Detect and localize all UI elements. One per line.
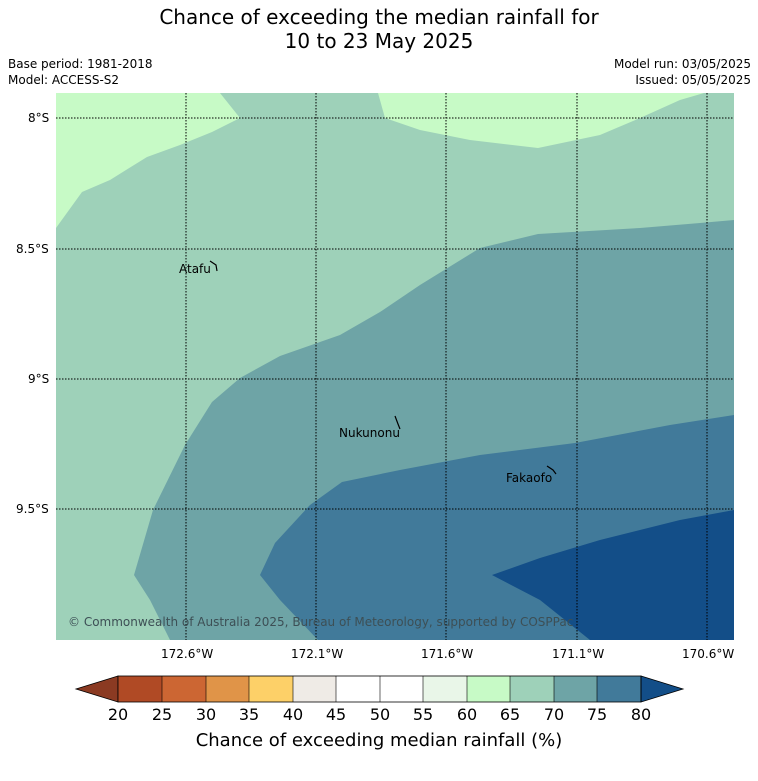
copyright-notice: © Commonwealth of Australia 2025, Bureau… — [68, 615, 574, 629]
colorbar-bin-20-25 — [118, 676, 162, 702]
issued-date: Issued: 05/05/2025 — [635, 73, 751, 87]
colorbar-title: Chance of exceeding median rainfall (%) — [195, 730, 563, 751]
lon-label-172-1w: 172.1°W — [291, 647, 344, 661]
map-title-line2: 10 to 23 May 2025 — [284, 29, 474, 53]
atafu-island — [209, 260, 218, 272]
lon-label-171-1w: 171.1°W — [552, 647, 605, 661]
colorbar-bin-50-55 — [380, 676, 423, 702]
model-run: Model run: 03/05/2025 — [613, 57, 751, 71]
lat-label-9-5s: 9.5°S — [16, 502, 49, 516]
nukunonu-island — [394, 415, 401, 430]
colorbar-bin-75-80 — [597, 676, 641, 702]
gridlines — [56, 93, 734, 640]
colorbar-tick-20: 20 — [107, 705, 129, 724]
zone-60-65-west — [56, 93, 240, 228]
colorbar-bin-40-45 — [293, 676, 336, 702]
colorbar-bin-65-70 — [510, 676, 554, 702]
colorbar-tick-55: 55 — [412, 705, 434, 724]
colorbar-bin-35-40 — [249, 676, 293, 702]
colorbar-tick-35: 35 — [238, 705, 260, 724]
fakaofo-island — [546, 465, 557, 475]
colorbar-tick-60: 60 — [456, 705, 478, 724]
contour-layers — [56, 93, 734, 640]
colorbar-tick-30: 30 — [195, 705, 217, 724]
colorbar-bin-70-75 — [554, 676, 597, 702]
zone-60-65-north — [378, 93, 734, 148]
place-label-fakaofo: Fakaofo — [506, 471, 553, 485]
colorbar-bin-55-60 — [423, 676, 467, 702]
colorbar-tick-70: 70 — [543, 705, 565, 724]
colorbar-tick-50: 50 — [369, 705, 391, 724]
lat-label-9s: 9°S — [28, 372, 50, 386]
place-label-atafu: Atafu — [179, 262, 211, 276]
lon-label-171-6w: 171.6°W — [421, 647, 474, 661]
colorbar-tick-65: 65 — [499, 705, 521, 724]
colorbar-tick-75: 75 — [586, 705, 608, 724]
lat-label-8s: 8°S — [28, 111, 50, 125]
lon-label-170-6w: 170.6°W — [682, 647, 735, 661]
colorbar-bin-25-30 — [162, 676, 206, 702]
place-label-nukunonu: Nukunonu — [339, 426, 400, 440]
colorbar-bin-45-50 — [336, 676, 380, 702]
colorbar — [74, 675, 685, 703]
lon-label-172-6w: 172.6°W — [161, 647, 214, 661]
colorbar-tick-80: 80 — [630, 705, 652, 724]
colorbar-bin-60-65 — [467, 676, 510, 702]
model-name: Model: ACCESS-S2 — [8, 73, 120, 87]
colorbar-bin-30-35 — [206, 676, 249, 702]
colorbar-under-arrow — [74, 675, 119, 703]
map-title-line1: Chance of exceeding the median rainfall … — [159, 5, 599, 29]
colorbar-tick-45: 45 — [325, 705, 347, 724]
zone-above-80 — [492, 510, 734, 640]
lat-label-8-5s: 8.5°S — [16, 242, 49, 256]
colorbar-tick-25: 25 — [151, 705, 173, 724]
colorbar-over-arrow — [640, 675, 685, 703]
colorbar-tick-40: 40 — [282, 705, 304, 724]
base-period: Base period: 1981-2018 — [8, 57, 153, 71]
